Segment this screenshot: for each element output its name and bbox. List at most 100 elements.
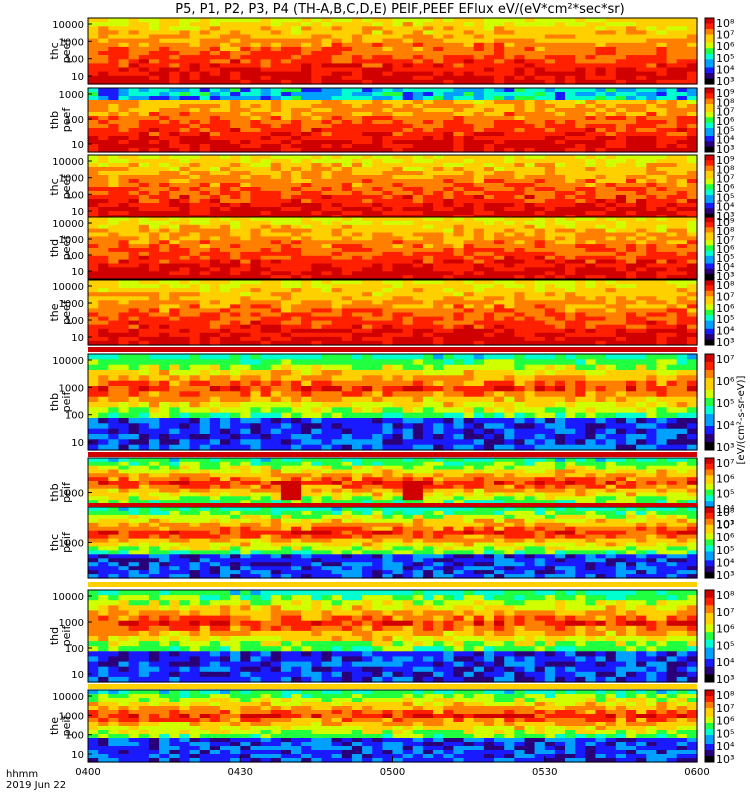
colorbar-cell <box>705 195 714 199</box>
colorbar-tick-label: 10⁴ <box>716 503 735 516</box>
colorbar-cell <box>705 307 714 311</box>
colorbar-cell <box>705 109 714 113</box>
colorbar-tick-label: 10⁵ <box>716 191 734 204</box>
separator-stripe <box>88 347 697 352</box>
chart-title: P5, P1, P2, P3, P4 (TH-A,B,C,D,E) PEIF,P… <box>175 2 624 17</box>
colorbar-cell <box>705 530 714 535</box>
colorbar-cell <box>705 402 714 407</box>
colorbar-tick-label: 10⁷ <box>716 173 734 186</box>
colorbar-cell <box>705 512 714 517</box>
colorbar-cell <box>705 229 714 233</box>
panel-label-quantity: peif <box>60 625 73 647</box>
colorbar-cell <box>705 609 714 614</box>
colorbar-cell <box>705 533 714 538</box>
colorbar-cell <box>705 620 714 625</box>
colorbar-cell <box>705 569 714 573</box>
colorbar-tick-label: 10⁹ <box>716 87 734 100</box>
colorbar-cell <box>705 64 714 69</box>
colorbar-cell <box>705 323 714 327</box>
colorbar-cell <box>705 317 714 322</box>
colorbar-cell <box>705 245 714 249</box>
y-tick-label: 1000 <box>59 539 84 550</box>
colorbar-cell <box>705 545 714 549</box>
colorbar-cell <box>705 248 714 252</box>
colorbar-cell <box>705 56 714 60</box>
colorbar-tick-label: 10⁷ <box>716 457 734 470</box>
colorbar-cell <box>705 280 714 284</box>
colorbar-cell <box>705 112 714 116</box>
y-tick-label: 10000 <box>52 219 84 230</box>
colorbar-tick-label: 10⁷ <box>716 353 734 366</box>
colorbar-tick-label: 10⁷ <box>716 702 734 715</box>
colorbar-tick-label: 10⁸ <box>716 96 735 109</box>
panel-label-probe: thc <box>48 178 61 195</box>
colorbar-tick-label: 10⁴ <box>716 556 735 569</box>
colorbar-cell <box>705 90 714 94</box>
colorbar-cell <box>705 133 714 137</box>
colorbar-cell <box>705 478 714 482</box>
colorbar-frame <box>704 589 715 683</box>
colorbar-cell <box>705 575 714 579</box>
colorbar-tick-label: 10⁶ <box>716 375 735 388</box>
colorbar-cell <box>705 301 714 305</box>
colorbar-cell <box>705 181 714 185</box>
panel-label-quantity: peef <box>60 299 73 325</box>
colorbar-tick-label: 10⁶ <box>716 302 735 315</box>
colorbar-cell <box>705 442 714 447</box>
colorbar-cell <box>705 26 714 30</box>
colorbar-cell <box>705 366 714 371</box>
colorbar-cell <box>705 173 714 177</box>
colorbar-cell <box>705 566 714 570</box>
colorbar-cell <box>705 208 714 212</box>
colorbar-cell <box>705 42 714 47</box>
colorbar-cell <box>705 114 714 118</box>
colorbar-tick-label: 10³ <box>716 336 734 349</box>
colorbar-cell <box>705 460 714 465</box>
colorbar-cell <box>705 410 714 415</box>
colorbar-cell <box>705 70 714 74</box>
colorbar-tick-label: 10³ <box>716 441 734 454</box>
colorbar-cell <box>705 723 714 727</box>
colorbar-tick-label: 10⁶ <box>716 182 735 195</box>
colorbar-cell <box>705 639 714 645</box>
y-tick-label: 10 <box>71 333 84 344</box>
colorbar-cell <box>705 176 714 180</box>
colorbar-cell <box>705 693 714 697</box>
colorbar-tick-label: 10³ <box>716 270 734 283</box>
colorbar-cell <box>705 29 714 33</box>
y-tick-label: 1000 <box>59 489 84 500</box>
colorbar-cell <box>705 374 714 379</box>
colorbar-cell <box>705 232 714 236</box>
colorbar-cell <box>705 20 714 25</box>
colorbar-tick-label: 10⁴ <box>716 325 735 338</box>
colorbar-cell <box>705 705 714 709</box>
colorbar-cell <box>705 203 714 207</box>
y-tick-label: 10000 <box>52 356 84 367</box>
colorbar-cell <box>705 729 714 733</box>
colorbar-cell <box>705 53 714 58</box>
colorbar-cell <box>705 536 714 541</box>
colorbar-tick-label: 10⁶ <box>716 115 735 128</box>
colorbar-cell <box>705 37 714 41</box>
colorbar-cell <box>705 48 714 52</box>
colorbar-tick-label: 10⁷ <box>716 29 734 42</box>
colorbar-cell <box>705 504 714 508</box>
colorbar-cell <box>705 146 714 150</box>
colorbar-tick-label: 10⁴ <box>716 419 735 432</box>
colorbar-frame <box>704 279 715 346</box>
colorbar-cell <box>705 539 714 543</box>
colorbar-tick-label: 10⁴ <box>716 134 735 147</box>
colorbar-cell <box>705 155 714 159</box>
colorbar-tick-label: 10⁵ <box>716 488 734 501</box>
colorbar-cell <box>705 624 714 629</box>
colorbar-cell <box>705 390 714 395</box>
colorbar-cell <box>705 200 714 204</box>
panel-label-quantity: peef <box>60 235 73 261</box>
colorbar-cell <box>705 732 714 736</box>
colorbar-cell <box>705 662 714 668</box>
colorbar-cell <box>705 647 714 652</box>
colorbar-cell <box>705 394 714 399</box>
colorbar-cell <box>705 446 714 451</box>
colorbar-tick-label: 10³ <box>716 673 734 686</box>
